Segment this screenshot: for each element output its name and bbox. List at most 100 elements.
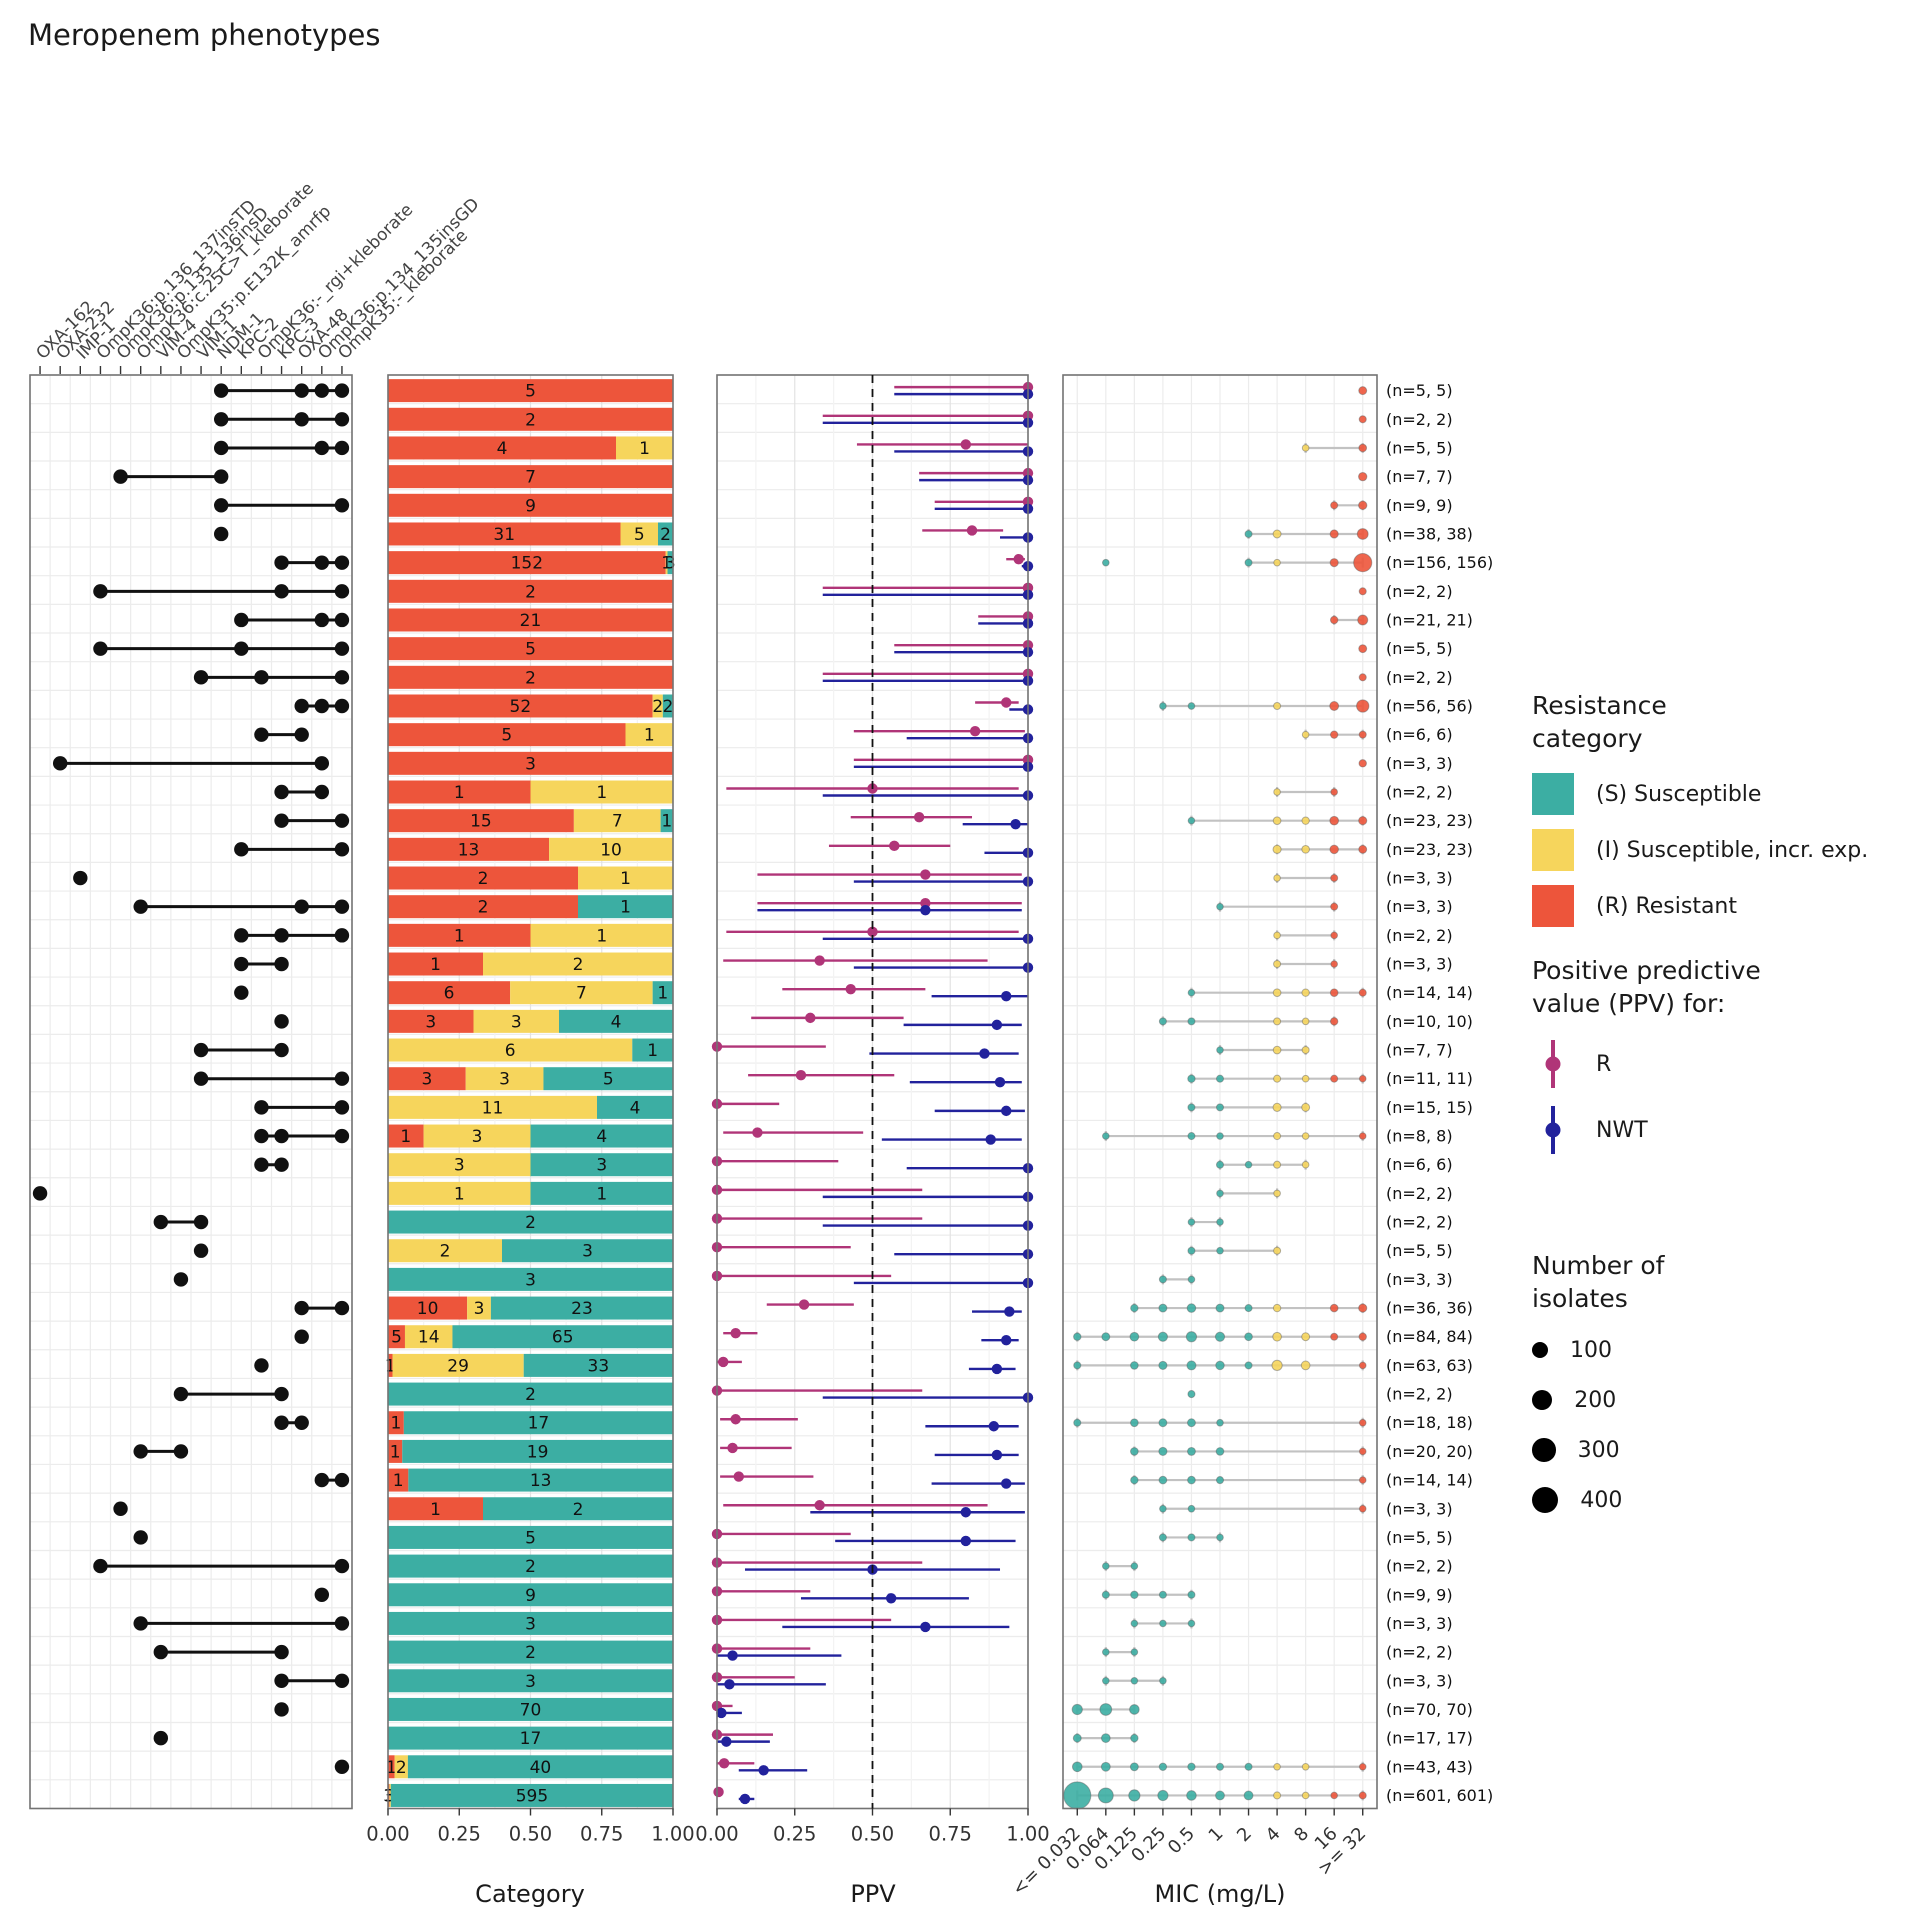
- mic-point: [1215, 1476, 1225, 1485]
- bar-segment: [597, 1095, 673, 1119]
- bar-segment: [620, 522, 658, 546]
- bar-segment: [660, 809, 673, 833]
- bar-value: 2: [525, 1557, 536, 1577]
- mic-point: [1100, 1733, 1111, 1743]
- marker-label: OmpK35:-_kleborate: [334, 226, 472, 364]
- bar-value: 52: [510, 697, 532, 717]
- matrix-row: [193, 670, 350, 685]
- bar-segment: [388, 407, 673, 431]
- matrix-row: [334, 1759, 350, 1774]
- mic-row: [1329, 614, 1369, 626]
- bar-value: 17: [528, 1414, 550, 1434]
- ppv-row: [782, 983, 1028, 1002]
- bar-segment: [388, 465, 673, 489]
- matrix-row: [294, 698, 350, 714]
- mic-point: [1273, 874, 1281, 882]
- ppv-nwt-point: [739, 1793, 751, 1805]
- bar-segment: [467, 1296, 491, 1320]
- bar-value: 13: [530, 1471, 552, 1491]
- category-bar-row: 33 595: [383, 1783, 673, 1807]
- matrix-row: [234, 928, 350, 943]
- mic-point: [1273, 1132, 1282, 1141]
- row-label: (n=14, 14): [1386, 1471, 1473, 1490]
- matrix-dot: [193, 1071, 209, 1086]
- ppv-nwt-point: [1010, 818, 1021, 830]
- mic-point: [1130, 1418, 1139, 1428]
- mic-point: [1358, 415, 1367, 424]
- bar-segment: [388, 694, 653, 718]
- bar-value: 1: [661, 554, 672, 574]
- row-label: (n=23, 23): [1386, 811, 1473, 830]
- mic-point: [1216, 902, 1224, 911]
- mic-point: [1356, 699, 1370, 713]
- ppv-r-point: [805, 1012, 816, 1024]
- ppv-r-point: [730, 1414, 741, 1425]
- matrix-row: [314, 1472, 350, 1488]
- bar-segment: [388, 379, 673, 403]
- size-circle-icon: [1532, 1342, 1548, 1358]
- matrix-dot: [294, 727, 309, 742]
- mic-point: [1301, 988, 1310, 997]
- ppv-nwt-label: NWT: [1596, 1117, 1648, 1143]
- matrix-dot: [314, 383, 330, 398]
- matrix-dot: [294, 383, 309, 398]
- mic-point: [1072, 1733, 1082, 1743]
- bar-value: 14: [418, 1328, 440, 1348]
- mic-row: [1358, 471, 1368, 482]
- ppv-row: [711, 1528, 1016, 1547]
- category-bar-row: 2: [388, 579, 673, 603]
- bar-value: 3: [525, 754, 536, 774]
- bar-segment: [388, 1611, 673, 1635]
- mic-point: [1187, 1475, 1196, 1485]
- matrix-dot: [294, 899, 309, 914]
- marker-axis: OXA-162OXA-232IMP-1OmpK36:p.136_137insTD…: [32, 179, 484, 374]
- mic-row: [1301, 729, 1367, 740]
- mic-point: [1273, 959, 1282, 969]
- matrix-dot: [334, 1616, 350, 1631]
- ppv-row: [717, 1758, 808, 1776]
- bar-value: 2: [440, 1242, 451, 1262]
- ppv-row: [822, 410, 1034, 428]
- bar-value: 1: [644, 726, 655, 746]
- row-label: (n=5, 5): [1386, 381, 1453, 400]
- ppv-row: [757, 897, 1022, 916]
- mic-point: [1272, 988, 1282, 998]
- mic-point: [1158, 1762, 1168, 1771]
- mic-tick-label: 2: [1233, 1823, 1256, 1846]
- mic-point: [1130, 1676, 1139, 1685]
- category-bar-row: 3 3 4: [388, 1009, 673, 1033]
- ppv-row: [711, 1041, 1019, 1059]
- bar-segment: [658, 522, 673, 546]
- bar-segment: [388, 1583, 673, 1607]
- bar-segment: [388, 1353, 393, 1377]
- bar-segment: [388, 809, 574, 833]
- ppv-row: [711, 1614, 1010, 1633]
- mic-point: [1301, 1332, 1311, 1342]
- mic-point: [1186, 1418, 1196, 1428]
- matrix-row: [93, 1558, 350, 1574]
- matrix-dot: [173, 1444, 189, 1459]
- ppv-r-point: [713, 1786, 724, 1798]
- matrix-dot: [314, 1472, 330, 1488]
- matrix-dot: [274, 555, 289, 570]
- bar-segment: [388, 579, 673, 603]
- susceptible-label: (S) Susceptible: [1596, 781, 1762, 807]
- ppv-nwt-point: [920, 904, 931, 916]
- bar-segment: [408, 1468, 673, 1492]
- ppv-row: [711, 1270, 1034, 1289]
- matrix-row: [133, 1616, 350, 1631]
- matrix-dot: [274, 1702, 289, 1717]
- mic-row: [1273, 787, 1339, 798]
- matrix-row: [52, 756, 330, 771]
- row-label: (n=5, 5): [1386, 639, 1453, 658]
- row-label: (n=156, 156): [1386, 553, 1493, 572]
- mic-point: [1187, 1275, 1196, 1284]
- page-title: Meropenem phenotypes: [28, 18, 381, 52]
- matrix-row: [254, 1128, 350, 1144]
- bar-segment: [388, 1439, 403, 1463]
- bar-segment: [483, 1497, 673, 1521]
- legend-item-resistant: (R) Resistant: [1532, 885, 1912, 927]
- bar-value: 2: [662, 697, 673, 717]
- ppv-nwt-point: [758, 1765, 769, 1776]
